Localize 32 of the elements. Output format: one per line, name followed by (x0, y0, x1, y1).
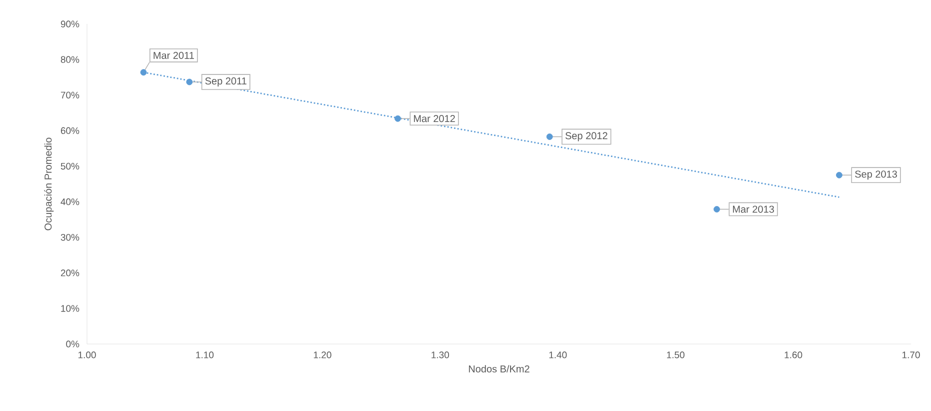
x-axis-title: Nodos B/Km2 (468, 365, 530, 372)
point (836, 172, 842, 178)
x-tick-label: 1.30 (432, 352, 450, 358)
y-tick-label: 20% (60, 270, 80, 276)
point (546, 134, 553, 140)
annotation: Sep 2013 (855, 170, 897, 180)
point (714, 206, 720, 212)
y-tick-label: 60% (60, 127, 80, 134)
annotation: Mar 2013 (733, 206, 774, 213)
annotation: Sep 2011 (205, 77, 246, 86)
annotation: Mar 2012 (414, 115, 455, 122)
y-tick-label: 50% (60, 162, 80, 170)
point (394, 115, 401, 122)
y-tick-label: 70% (60, 92, 80, 98)
x-tick-label: 1.50 (667, 352, 684, 358)
x-tick-label: 1.70 (902, 352, 920, 358)
x-tick-label: 1.20 (314, 352, 332, 358)
x-tick-label: 1.60 (784, 352, 802, 358)
annotation: Sep 2012 (565, 132, 608, 142)
x-tick-label: 1.10 (196, 352, 214, 358)
y-tick-label: 0% (66, 340, 80, 348)
y-axis-title: Ocupación Promedio (44, 138, 54, 230)
y-tick-label: 30% (60, 234, 80, 241)
y-tick-label: 10% (61, 305, 80, 312)
point (186, 78, 193, 86)
y-tick-label: 80% (60, 56, 80, 63)
x-tick-label: 1.40 (549, 352, 567, 358)
point (140, 69, 147, 76)
y-tick-label: 90% (60, 20, 80, 28)
x-tick-label: 1.00 (78, 352, 96, 358)
annotation: Mar 2011 (154, 52, 194, 59)
y-tick-label: 40% (60, 198, 80, 206)
